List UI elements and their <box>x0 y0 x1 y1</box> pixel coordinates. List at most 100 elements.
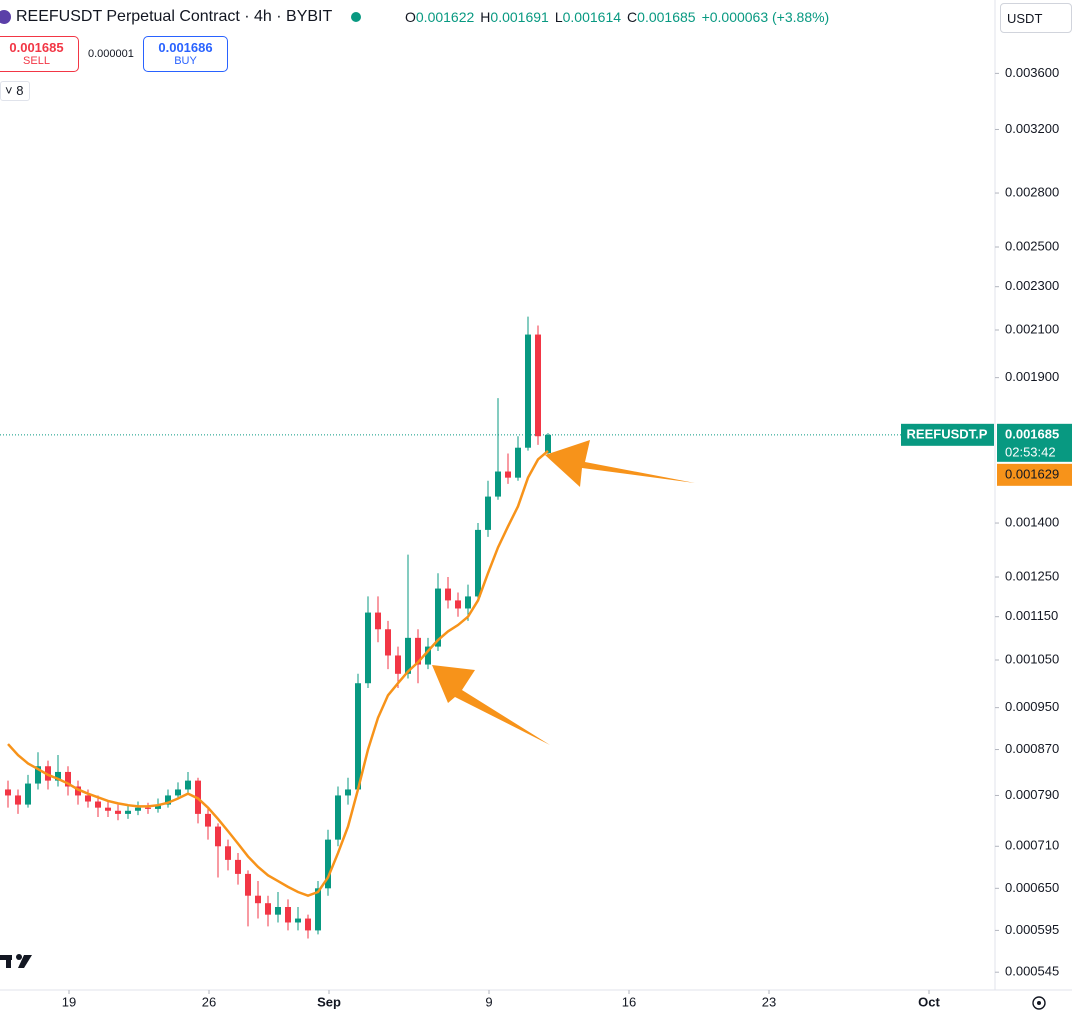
annotation-arrow <box>545 440 695 487</box>
ohlc-label: L <box>554 9 563 25</box>
candle-body <box>505 471 511 478</box>
candle-body <box>475 529 481 597</box>
sell-price: 0.001685 <box>9 40 64 55</box>
ohlc-item: C0.001685 <box>627 9 696 25</box>
candle-body <box>425 646 431 665</box>
candle-body <box>245 873 251 896</box>
sell-button[interactable]: 0.001685 SELL <box>0 36 79 72</box>
y-tick-label: 0.000950 <box>1005 699 1059 714</box>
candle-body <box>255 895 261 904</box>
buy-price: 0.001686 <box>158 40 213 55</box>
candle-body <box>345 789 351 796</box>
candle-body <box>25 783 31 805</box>
ohlc-item: O0.001622 <box>405 9 474 25</box>
candle-body <box>165 795 171 805</box>
y-tick-label: 0.000870 <box>1005 741 1059 756</box>
price-tag-bg <box>997 423 1072 462</box>
y-tick-label: 0.002500 <box>1005 238 1059 253</box>
candle-body <box>535 334 541 437</box>
y-tick-label: 0.001250 <box>1005 568 1059 583</box>
currency: USDT <box>1007 11 1043 26</box>
candle-body <box>455 600 461 609</box>
candle-body <box>265 903 271 915</box>
candle-body <box>105 807 111 811</box>
y-tick-label: 0.000595 <box>1005 922 1059 937</box>
buy-label: BUY <box>174 55 197 67</box>
symbol-tag-bg <box>901 423 994 446</box>
ma-label: 0.001629 <box>1005 466 1059 481</box>
ohlc-value: 0.001691 <box>490 9 549 25</box>
candle-body <box>65 771 71 787</box>
candle-body <box>275 906 281 915</box>
candle-body <box>155 804 161 809</box>
indicator-count: 8 <box>16 83 24 98</box>
ohlc-value: 0.001685 <box>637 9 696 25</box>
candle-body <box>415 637 421 665</box>
y-tick-label: 0.000710 <box>1005 838 1059 853</box>
candle-body <box>315 888 321 931</box>
y-tick-label: 0.001400 <box>1005 514 1059 529</box>
candle-body <box>385 629 391 656</box>
plot <box>0 316 995 939</box>
x-tick-label: Sep <box>317 994 341 1009</box>
spread: 0.000001 <box>88 48 134 60</box>
candle-body <box>55 771 61 781</box>
y-tick-label: 0.000650 <box>1005 880 1059 895</box>
candle-body <box>125 810 131 814</box>
header: REEFUSDT Perpetual Contract · 4h · BYBIT <box>0 0 362 34</box>
x-tick-label: Oct <box>918 994 940 1009</box>
sell-label: SELL <box>23 55 50 67</box>
candle-body <box>495 471 501 497</box>
candle-body <box>85 795 91 802</box>
y-tick-label: 0.003600 <box>1005 65 1059 80</box>
y-tick-label: 0.002800 <box>1005 184 1059 199</box>
x-tick-label: 9 <box>485 994 492 1009</box>
x-tick-label: 23 <box>762 994 776 1009</box>
ma-tag-bg <box>997 463 1072 486</box>
ohlc-label: C <box>627 9 638 25</box>
ohlc-item: L0.001614 <box>555 9 621 25</box>
candle-body <box>335 795 341 840</box>
candle-body <box>145 807 151 809</box>
candle-body <box>405 637 411 674</box>
ohlc-values: O0.001622 H0.001691 L0.001614 C0.001685 +0.0… <box>405 9 829 25</box>
candle-body <box>395 655 401 674</box>
last-price-label: 0.001685 <box>1005 426 1059 441</box>
candle-body <box>465 596 471 609</box>
x-tick-label: 19 <box>62 994 76 1009</box>
candle-body <box>225 846 231 860</box>
symbol-title[interactable]: REEFUSDT Perpetual Contract · 4h · BYBIT <box>16 8 333 25</box>
currency-select[interactable]: USDT <box>1000 3 1072 33</box>
candle-body <box>355 683 361 790</box>
candle-body <box>545 434 551 453</box>
candle-body <box>295 918 301 923</box>
candle-body <box>135 807 141 811</box>
candle-body <box>325 839 331 889</box>
symbol-tag: REEFUSDT.P <box>907 426 988 441</box>
candle-body <box>305 918 311 931</box>
ohlc-item: H0.001691 <box>480 9 549 25</box>
candle-body <box>95 801 101 808</box>
candle-body <box>445 588 451 601</box>
y-tick-label: 0.001050 <box>1005 651 1059 666</box>
candle-body <box>375 612 381 630</box>
logo <box>0 954 32 968</box>
candle-body <box>15 795 21 805</box>
settings-icon[interactable] <box>1032 996 1046 1010</box>
ohlc-label: H <box>480 9 491 25</box>
x-tick-label: 16 <box>622 994 636 1009</box>
candle-body <box>515 447 521 478</box>
indicator-toggle[interactable]: ˅ 8 <box>0 81 30 101</box>
candle-body <box>115 810 121 814</box>
candle-body <box>285 906 291 923</box>
y-tick-label: 0.001900 <box>1005 369 1059 384</box>
symbol-logo <box>0 10 11 24</box>
y-tick-label: 0.002300 <box>1005 278 1059 293</box>
buy-button[interactable]: 0.001686 BUY <box>143 36 228 72</box>
candle-body <box>485 496 491 530</box>
annotation-arrow <box>432 665 550 745</box>
ohlc-value: 0.001614 <box>562 9 622 25</box>
x-tick-label: 26 <box>202 994 216 1009</box>
